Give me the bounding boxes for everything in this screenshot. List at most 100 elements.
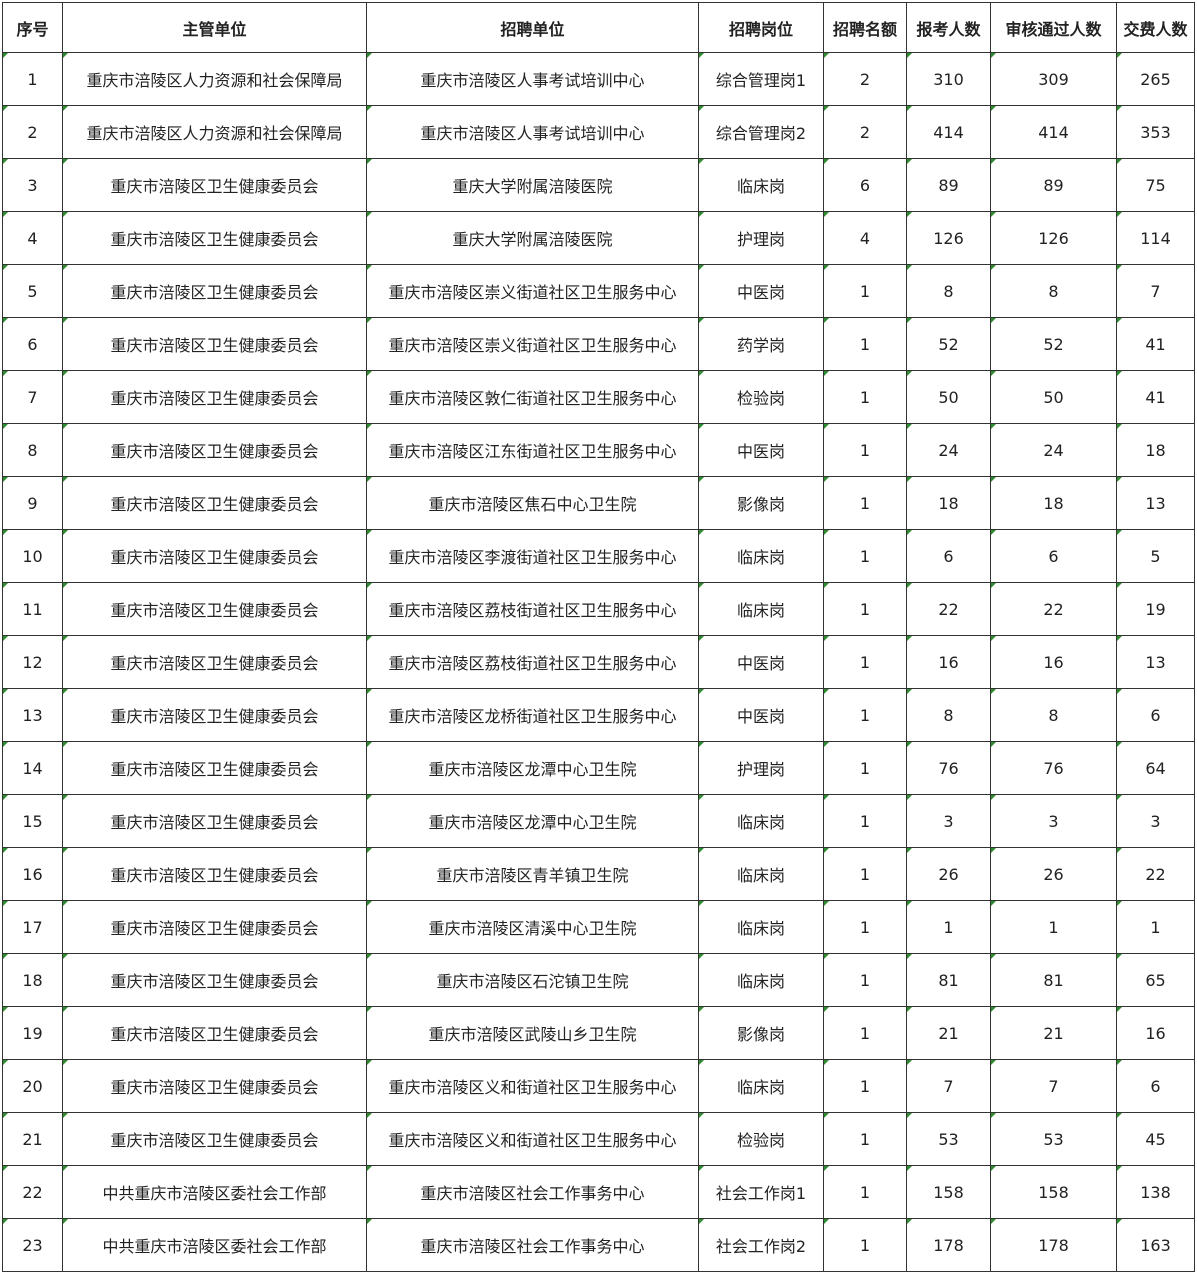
- table-cell: 16: [2, 847, 63, 901]
- table-cell: 18: [2, 953, 63, 1007]
- table-cell: 重庆市涪陵区社会工作事务中心: [366, 1218, 699, 1272]
- table-cell: 12: [2, 635, 63, 689]
- table-cell: 检验岗: [698, 1112, 824, 1166]
- table-row: 15 重庆市涪陵区卫生健康委员会 重庆市涪陵区龙潭中心卫生院 临床岗 1 3 3 3: [2, 794, 1195, 848]
- table-cell: 81: [906, 953, 991, 1007]
- table-cell: 26: [990, 847, 1117, 901]
- table-cell: 临床岗: [698, 794, 824, 848]
- table-row: 11 重庆市涪陵区卫生健康委员会 重庆市涪陵区荔枝街道社区卫生服务中心 临床岗 1 22 2…: [2, 582, 1195, 636]
- table-cell: 414: [990, 105, 1117, 159]
- table-cell: 178: [906, 1218, 991, 1272]
- table-cell: 1: [823, 423, 907, 477]
- table-cell: 社会工作岗1: [698, 1165, 824, 1219]
- table-cell: 76: [990, 741, 1117, 795]
- table-cell: 1: [823, 529, 907, 583]
- table-cell: 53: [906, 1112, 991, 1166]
- table-cell: 重庆市涪陵区人事考试培训中心: [366, 105, 699, 159]
- table-cell: 重庆市涪陵区武陵山乡卫生院: [366, 1006, 699, 1060]
- table-cell: 临床岗: [698, 529, 824, 583]
- table-cell: 89: [990, 158, 1117, 212]
- table-body: 1 重庆市涪陵区人力资源和社会保障局 重庆市涪陵区人事考试培训中心 综合管理岗1 2 31…: [2, 52, 1195, 1272]
- table-cell: 1: [823, 847, 907, 901]
- table-cell: 1: [823, 900, 907, 954]
- table-cell: 18: [906, 476, 991, 530]
- table-cell: 6: [2, 317, 63, 371]
- table-cell: 重庆市涪陵区青羊镇卫生院: [366, 847, 699, 901]
- table-cell: 5: [2, 264, 63, 318]
- table-row: 23 中共重庆市涪陵区委社会工作部 重庆市涪陵区社会工作事务中心 社会工作岗2 1 178…: [2, 1218, 1195, 1272]
- table-row: 19 重庆市涪陵区卫生健康委员会 重庆市涪陵区武陵山乡卫生院 影像岗 1 21 21 16: [2, 1006, 1195, 1060]
- table-cell: 414: [906, 105, 991, 159]
- table-cell: 重庆市涪陵区卫生健康委员会: [62, 264, 367, 318]
- table-cell: 影像岗: [698, 1006, 824, 1060]
- table-cell: 178: [990, 1218, 1117, 1272]
- table-cell: 1: [823, 1059, 907, 1113]
- table-cell: 21: [990, 1006, 1117, 1060]
- table-cell: 1: [823, 741, 907, 795]
- table-cell: 重庆市涪陵区崇义街道社区卫生服务中心: [366, 317, 699, 371]
- table-cell: 10: [2, 529, 63, 583]
- table-row: 7 重庆市涪陵区卫生健康委员会 重庆市涪陵区敦仁街道社区卫生服务中心 检验岗 1 50 50…: [2, 370, 1195, 424]
- table-cell: 6: [1116, 1059, 1195, 1113]
- table-cell: 18: [990, 476, 1117, 530]
- table-cell: 临床岗: [698, 847, 824, 901]
- table-cell: 18: [1116, 423, 1195, 477]
- table-cell: 22: [2, 1165, 63, 1219]
- table-row: 21 重庆市涪陵区卫生健康委员会 重庆市涪陵区义和街道社区卫生服务中心 检验岗 1 53 5…: [2, 1112, 1195, 1166]
- table-cell: 22: [906, 582, 991, 636]
- table-row: 16 重庆市涪陵区卫生健康委员会 重庆市涪陵区青羊镇卫生院 临床岗 1 26 26 22: [2, 847, 1195, 901]
- table-cell: 中医岗: [698, 688, 824, 742]
- table-cell: 6: [906, 529, 991, 583]
- table-cell: 重庆市涪陵区卫生健康委员会: [62, 635, 367, 689]
- table-cell: 126: [990, 211, 1117, 265]
- table-cell: 重庆市涪陵区义和街道社区卫生服务中心: [366, 1112, 699, 1166]
- table-cell: 158: [990, 1165, 1117, 1219]
- table-cell: 1: [906, 900, 991, 954]
- table-cell: 重庆市涪陵区卫生健康委员会: [62, 741, 367, 795]
- table-cell: 53: [990, 1112, 1117, 1166]
- table-cell: 8: [906, 688, 991, 742]
- table-cell: 重庆市涪陵区卫生健康委员会: [62, 688, 367, 742]
- table-cell: 1: [823, 370, 907, 424]
- table-cell: 重庆市涪陵区敦仁街道社区卫生服务中心: [366, 370, 699, 424]
- table-cell: 护理岗: [698, 741, 824, 795]
- table-cell: 3: [906, 794, 991, 848]
- table-cell: 1: [823, 953, 907, 1007]
- table-cell: 310: [906, 52, 991, 106]
- table-cell: 重庆市涪陵区龙潭中心卫生院: [366, 741, 699, 795]
- table-cell: 重庆市涪陵区卫生健康委员会: [62, 317, 367, 371]
- table-cell: 2: [823, 105, 907, 159]
- table-cell: 中医岗: [698, 635, 824, 689]
- table-cell: 1: [823, 317, 907, 371]
- table-row: 5 重庆市涪陵区卫生健康委员会 重庆市涪陵区崇义街道社区卫生服务中心 中医岗 1 8 8 7: [2, 264, 1195, 318]
- header-row: 序号 主管单位 招聘单位 招聘岗位 招聘名额 报考人数 审核通过人数 交费人数: [2, 2, 1195, 53]
- table-cell: 临床岗: [698, 900, 824, 954]
- table-cell: 4: [823, 211, 907, 265]
- table-cell: 8: [2, 423, 63, 477]
- table-cell: 75: [1116, 158, 1195, 212]
- table-row: 20 重庆市涪陵区卫生健康委员会 重庆市涪陵区义和街道社区卫生服务中心 临床岗 1 7 7 6: [2, 1059, 1195, 1113]
- header-cell: 报考人数: [906, 2, 991, 53]
- table-cell: 163: [1116, 1218, 1195, 1272]
- table-cell: 1: [823, 794, 907, 848]
- table-cell: 45: [1116, 1112, 1195, 1166]
- table-cell: 检验岗: [698, 370, 824, 424]
- table-cell: 临床岗: [698, 582, 824, 636]
- table-cell: 19: [2, 1006, 63, 1060]
- table-cell: 76: [906, 741, 991, 795]
- table-cell: 1: [823, 688, 907, 742]
- table-cell: 重庆市涪陵区卫生健康委员会: [62, 423, 367, 477]
- table-cell: 临床岗: [698, 1059, 824, 1113]
- table-cell: 重庆市涪陵区卫生健康委员会: [62, 847, 367, 901]
- table-cell: 重庆市涪陵区卫生健康委员会: [62, 1006, 367, 1060]
- table-cell: 24: [990, 423, 1117, 477]
- table-cell: 重庆大学附属涪陵医院: [366, 211, 699, 265]
- table-cell: 22: [990, 582, 1117, 636]
- table-cell: 1: [823, 1006, 907, 1060]
- table-cell: 中共重庆市涪陵区委社会工作部: [62, 1218, 367, 1272]
- table-cell: 14: [2, 741, 63, 795]
- table-cell: 9: [2, 476, 63, 530]
- table-cell: 265: [1116, 52, 1195, 106]
- table-cell: 重庆市涪陵区龙潭中心卫生院: [366, 794, 699, 848]
